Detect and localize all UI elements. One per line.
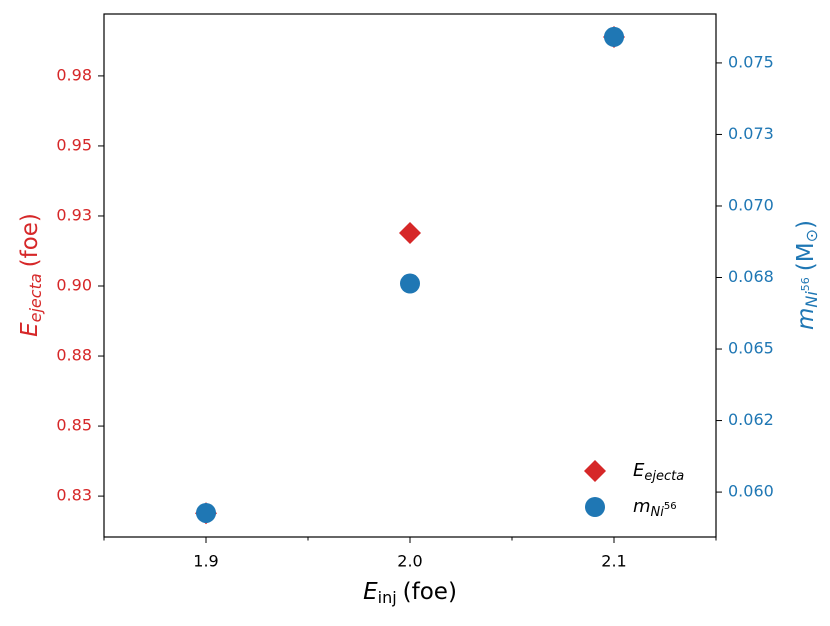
x-tick-label: 2.0: [397, 552, 422, 571]
circle-marker: [400, 273, 420, 294]
y2-tick-label: 0.070: [728, 195, 774, 214]
y2-tick-label: 0.062: [728, 410, 774, 429]
y2-tick-label: 0.060: [728, 482, 774, 501]
legend-label: mNi56: [633, 496, 677, 520]
y-tick-label: 0.88: [56, 346, 92, 365]
legend-marker: [584, 460, 606, 482]
y-axis-label: Eejecta(foe): [17, 213, 45, 337]
y2-tick-label: 0.068: [728, 267, 774, 286]
y-tick-label: 0.93: [56, 205, 92, 224]
y2-tick-label: 0.075: [728, 52, 774, 71]
legend-label: Eejecta: [633, 460, 684, 484]
legend-marker: [585, 497, 605, 517]
x-tick-label: 2.1: [601, 552, 626, 571]
y-tick-label: 0.95: [56, 135, 92, 154]
y-tick-label: 0.90: [56, 276, 92, 295]
diamond-marker: [399, 222, 421, 245]
y2-axis-label: mNi56(M⊙): [793, 220, 821, 330]
x-axis-label: Einj (foe): [363, 579, 457, 607]
y-tick-label: 0.83: [56, 486, 92, 505]
x-tick-label: 1.9: [193, 552, 218, 571]
y-tick-label: 0.85: [56, 416, 92, 435]
circle-marker: [196, 502, 216, 523]
y-tick-label: 0.98: [56, 65, 92, 84]
circle-marker: [604, 26, 624, 47]
y2-tick-label: 0.065: [728, 339, 774, 358]
y2-tick-label: 0.073: [728, 124, 774, 143]
